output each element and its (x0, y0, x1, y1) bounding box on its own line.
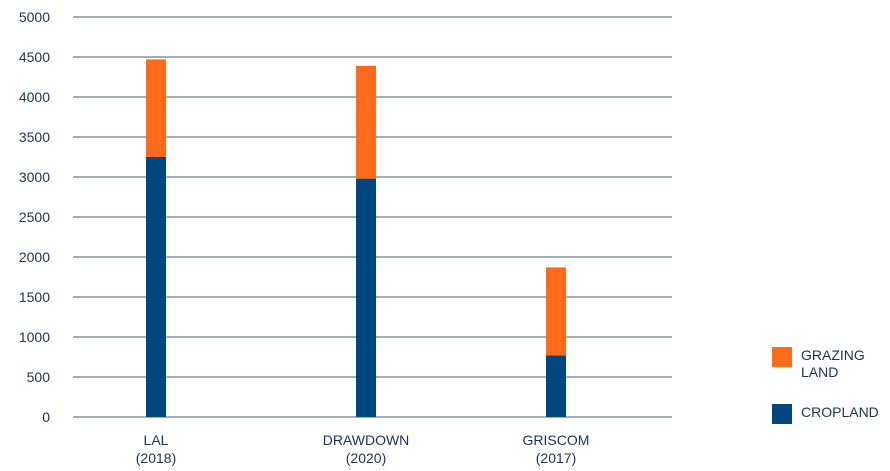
legend-label-grazing-land: GRAZING LAND (801, 347, 865, 380)
legend-swatch-grazing-land (772, 347, 792, 367)
legend-swatch-cropland (772, 404, 792, 424)
y-tick-label-1500: 1500 (19, 289, 50, 305)
x-tick-label-drawdown-line-1: DRAWDOWN (323, 432, 410, 448)
y-tick-label-1000: 1000 (19, 329, 50, 345)
legend-label-cropland: CROPLAND (801, 404, 879, 420)
bar-grazing-land-lal (146, 59, 166, 157)
y-tick-label-500: 500 (27, 369, 51, 385)
legend-item-grazing-land: GRAZING LAND (772, 347, 881, 381)
x-tick-label-lal-line-2: (2018) (136, 450, 176, 466)
x-axis-labels: LAL (2018) DRAWDOWN (2020) GRISCOM (2017) (136, 432, 590, 466)
bar-grazing-land-drawdown (356, 65, 376, 179)
bar-cropland-drawdown (356, 178, 376, 417)
x-tick-label-drawdown-line-2: (2020) (346, 450, 386, 466)
y-tick-label-2500: 2500 (19, 209, 50, 225)
y-tick-label-3000: 3000 (19, 169, 50, 185)
x-tick-label-griscom-line-1: GRISCOM (523, 432, 590, 448)
y-tick-label-3500: 3500 (19, 129, 50, 145)
bar-cropland-lal (146, 157, 166, 417)
y-tick-label-5000: 5000 (19, 9, 50, 25)
y-tick-label-2000: 2000 (19, 249, 50, 265)
legend-item-cropland: CROPLAND (772, 404, 881, 424)
x-tick-label-lal-line-1: LAL (144, 432, 169, 448)
bar-grazing-land-griscom (546, 267, 566, 356)
x-tick-label-griscom-line-2: (2017) (536, 450, 576, 466)
bars (146, 59, 566, 417)
y-axis-ticks: 0 500 1000 1500 2000 2500 3000 3500 4000 4500 5000 (19, 9, 50, 425)
bar-cropland-griscom (546, 355, 566, 417)
y-tick-label-0: 0 (42, 409, 50, 425)
y-tick-label-4500: 4500 (19, 49, 50, 65)
y-tick-label-4000: 4000 (19, 89, 50, 105)
